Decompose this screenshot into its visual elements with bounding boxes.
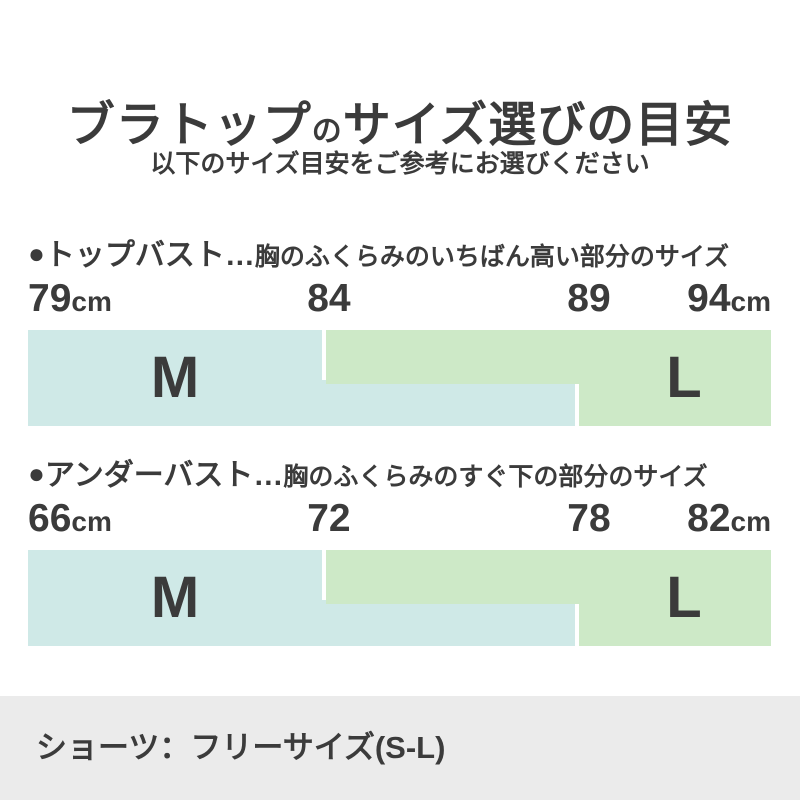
top-bust-heading: ●トップバスト…胸のふくらみのいちばん高い部分のサイズ bbox=[28, 236, 772, 279]
bullet-icon: ● bbox=[28, 458, 45, 489]
tick-label: 78 bbox=[567, 497, 611, 540]
under-bust-heading: ●アンダーバスト…胸のふくらみのすぐ下の部分のサイズ bbox=[28, 456, 772, 499]
top-bust-ticks: 79cm 84 89 94cm bbox=[28, 276, 771, 322]
page-subtitle: 以下のサイズ目安をご参考にお選びください bbox=[150, 150, 650, 178]
range-bar-chart bbox=[28, 330, 771, 426]
tick-label: 94cm bbox=[687, 277, 771, 320]
top-bust-label: トップバスト… bbox=[44, 239, 255, 272]
tick-label: 72 bbox=[307, 497, 351, 540]
top-bust-range-bar: M L bbox=[28, 330, 771, 426]
size-m-shape bbox=[28, 330, 575, 426]
size-m-label: M bbox=[150, 565, 200, 630]
section-top-bust: ●トップバスト…胸のふくらみのいちばん高い部分のサイズ 79cm 84 89 9… bbox=[0, 236, 800, 436]
size-m-shape bbox=[28, 550, 575, 646]
under-bust-description: 胸のふくらみのすぐ下の部分のサイズ bbox=[283, 463, 708, 491]
title-part1: ブラトップ bbox=[66, 99, 312, 153]
page-title: ブラトップのサイズ選びの目安 bbox=[0, 90, 800, 168]
size-l-shape bbox=[326, 550, 771, 646]
under-bust-range-bar: M L bbox=[28, 550, 771, 646]
tick-label: 66cm bbox=[28, 497, 112, 540]
size-l-label: L bbox=[666, 565, 702, 630]
title-part2: サイズ選びの目安 bbox=[342, 99, 734, 153]
tick-label: 89 bbox=[567, 277, 611, 320]
size-m-label: M bbox=[150, 345, 200, 410]
section-under-bust: ●アンダーバスト…胸のふくらみのすぐ下の部分のサイズ 66cm 72 78 82… bbox=[0, 456, 800, 656]
footer-note-box: ショーツ：フリーサイズ(S-L) bbox=[0, 696, 800, 800]
under-bust-label: アンダーバスト… bbox=[44, 459, 284, 492]
bullet-icon: ● bbox=[28, 238, 45, 269]
tick-label: 79cm bbox=[28, 277, 112, 320]
footer-note-text: ショーツ：フリーサイズ(S-L) bbox=[36, 730, 446, 765]
tick-label: 84 bbox=[307, 277, 351, 320]
size-l-shape bbox=[326, 330, 771, 426]
range-bar-chart bbox=[28, 550, 771, 646]
size-l-label: L bbox=[666, 345, 702, 410]
tick-label: 82cm bbox=[687, 497, 771, 540]
under-bust-ticks: 66cm 72 78 82cm bbox=[28, 496, 771, 542]
top-bust-description: 胸のふくらみのいちばん高い部分のサイズ bbox=[254, 243, 730, 271]
title-particle: の bbox=[311, 115, 343, 149]
